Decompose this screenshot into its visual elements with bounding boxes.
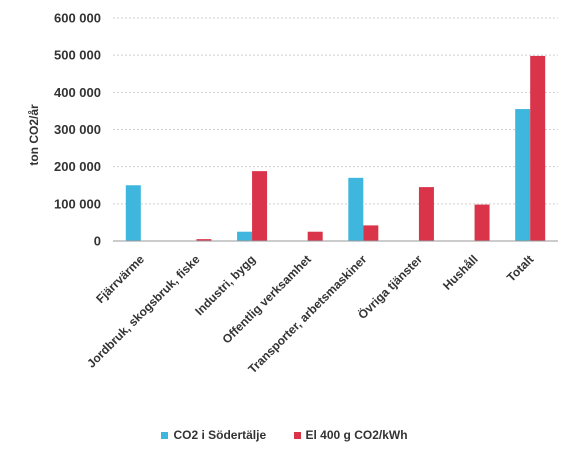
y-tick-label: 0 bbox=[94, 234, 101, 249]
bar-series-1 bbox=[307, 231, 323, 241]
legend-item-series-1: El 400 g CO2/kWh bbox=[293, 428, 408, 442]
y-tick-label: 200 000 bbox=[54, 159, 101, 174]
bar-series-1 bbox=[363, 225, 379, 241]
bar-series-1 bbox=[530, 55, 546, 241]
y-tick-label: 600 000 bbox=[54, 11, 101, 26]
category-label: Hushåll bbox=[440, 252, 481, 293]
category-label: Totalt bbox=[504, 252, 536, 284]
bar-series-1 bbox=[196, 239, 212, 241]
y-tick-label: 300 000 bbox=[54, 122, 101, 137]
bars bbox=[125, 55, 546, 241]
category-label: Jordbruk, skogsbruk, fiske bbox=[84, 252, 203, 371]
bar-series-0 bbox=[125, 185, 141, 241]
legend-swatch-series-1 bbox=[293, 432, 301, 440]
grid-lines bbox=[113, 17, 558, 205]
bar-series-1 bbox=[474, 204, 490, 241]
legend: CO2 i Södertälje El 400 g CO2/kWh bbox=[0, 428, 569, 442]
legend-item-series-0: CO2 i Södertälje bbox=[161, 428, 266, 442]
y-tick-label: 100 000 bbox=[54, 196, 101, 211]
y-axis-label: ton CO2/år bbox=[27, 104, 41, 166]
legend-label-series-0: CO2 i Södertälje bbox=[173, 428, 267, 442]
bar-series-0 bbox=[348, 177, 364, 241]
bar-series-0 bbox=[237, 231, 253, 241]
y-tick-label: 400 000 bbox=[54, 85, 101, 100]
bar-series-0 bbox=[515, 109, 531, 241]
legend-label-series-1: El 400 g CO2/kWh bbox=[305, 428, 408, 442]
category-label: Fjärrvärme bbox=[93, 252, 147, 306]
bar-series-1 bbox=[418, 187, 434, 241]
y-axis-ticks: 0 100 000 200 000 300 000 400 000 500 000 600 … bbox=[54, 11, 101, 249]
category-label: Transporter, arbetsmaskiner bbox=[245, 252, 369, 376]
bar-series-1 bbox=[252, 171, 268, 241]
legend-swatch-series-0 bbox=[161, 432, 169, 440]
y-tick-label: 500 000 bbox=[54, 48, 101, 63]
bar-chart: 0 100 000 200 000 300 000 400 000 500 000 600 … bbox=[27, 11, 558, 376]
